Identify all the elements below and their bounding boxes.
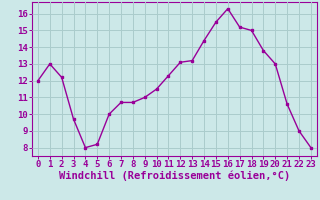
X-axis label: Windchill (Refroidissement éolien,°C): Windchill (Refroidissement éolien,°C) <box>59 171 290 181</box>
